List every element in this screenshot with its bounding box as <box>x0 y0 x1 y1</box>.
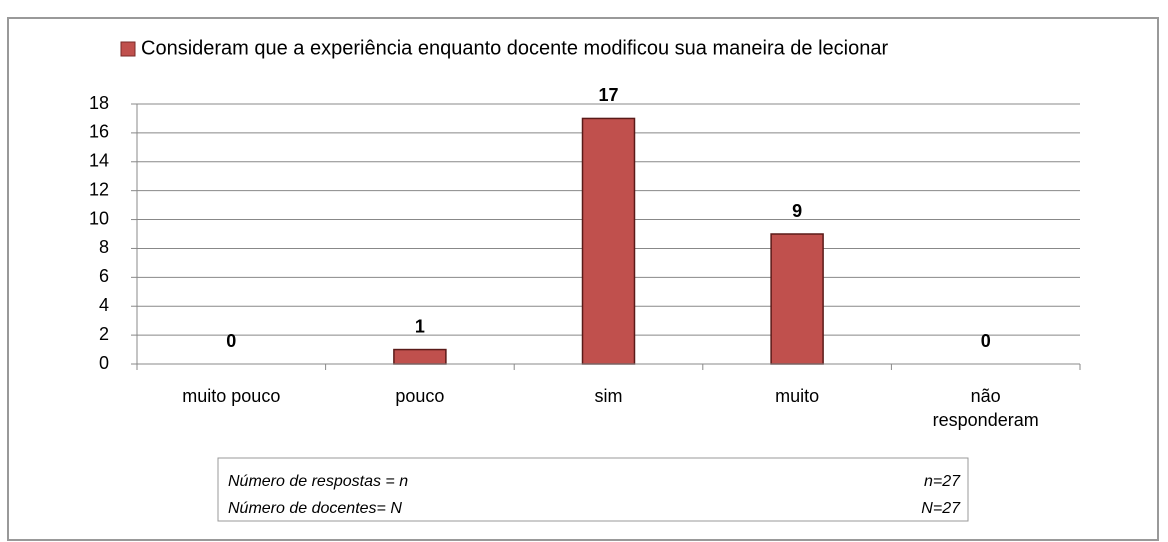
y-tick-label: 4 <box>99 295 109 315</box>
x-tick-label: muito pouco <box>182 386 281 406</box>
legend-label: Consideram que a experiência enquanto do… <box>141 37 888 59</box>
y-tick-label: 12 <box>89 179 109 199</box>
data-label: 9 <box>792 201 802 221</box>
data-label: 0 <box>226 331 236 351</box>
x-tick-label: pouco <box>395 386 445 406</box>
note-text: n=27 <box>924 473 961 490</box>
legend-marker <box>120 41 136 57</box>
note-box <box>217 457 969 522</box>
y-tick-label: 8 <box>99 237 109 257</box>
data-label: 17 <box>598 85 618 105</box>
y-tick-label: 0 <box>99 353 109 373</box>
y-tick-label: 14 <box>89 151 109 171</box>
bar <box>581 117 636 365</box>
x-tick-label: sim <box>594 386 623 406</box>
x-tick-label: muito <box>775 386 820 406</box>
bar <box>770 233 824 365</box>
y-tick-label: 10 <box>89 208 109 228</box>
y-tick-label: 6 <box>99 266 109 286</box>
y-tick-label: 18 <box>89 93 109 113</box>
chart-frame <box>7 17 1159 541</box>
bar <box>393 348 447 365</box>
y-tick-label: 2 <box>99 324 109 344</box>
data-label: 1 <box>415 316 425 336</box>
x-tick-label: não responderam <box>932 386 1039 430</box>
note-text: N=27 <box>921 500 961 517</box>
note-text: Número de respostas = n <box>228 473 408 490</box>
note-text: Número de docentes= N <box>228 500 402 517</box>
data-label: 0 <box>981 331 991 351</box>
y-tick-label: 16 <box>89 122 109 142</box>
